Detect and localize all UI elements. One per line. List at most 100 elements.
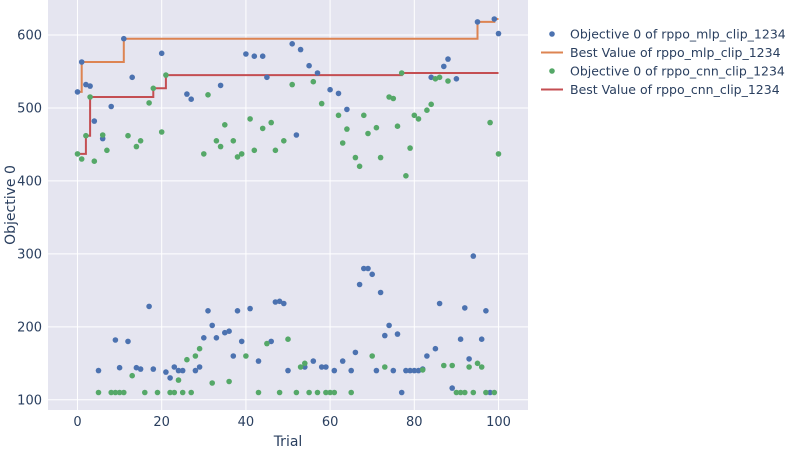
data-point <box>424 107 430 113</box>
data-point <box>394 331 401 337</box>
data-point <box>415 367 422 374</box>
data-point <box>327 389 333 396</box>
y-tick-label: 600 <box>17 29 42 44</box>
data-point <box>95 389 102 396</box>
data-point <box>323 389 329 396</box>
data-point <box>424 353 430 359</box>
data-point <box>251 147 258 154</box>
data-point <box>158 50 165 57</box>
x-tick-label: 20 <box>153 415 170 430</box>
data-point <box>415 116 422 122</box>
x-tick-label: 80 <box>406 415 423 430</box>
data-point <box>171 389 178 396</box>
data-point <box>403 367 409 374</box>
data-point <box>289 41 296 47</box>
data-point <box>491 16 498 22</box>
data-point <box>314 389 321 396</box>
legend-item: Best Value of rppo_cnn_clip_1234 <box>541 82 780 97</box>
data-point <box>390 367 397 374</box>
data-point <box>314 70 321 76</box>
data-point <box>335 90 342 97</box>
data-point <box>146 100 152 106</box>
data-point <box>285 336 291 343</box>
data-point <box>142 389 148 396</box>
data-point <box>323 364 329 370</box>
data-point <box>264 340 270 347</box>
data-point <box>348 389 355 396</box>
data-point <box>487 389 493 396</box>
data-point <box>398 389 405 396</box>
data-point <box>247 116 253 122</box>
data-point <box>407 145 413 151</box>
data-point <box>495 151 502 157</box>
data-point <box>373 367 380 374</box>
data-point <box>310 78 317 85</box>
data-point <box>483 389 489 396</box>
data-point <box>398 70 405 76</box>
data-point <box>247 305 253 312</box>
data-point <box>188 96 194 102</box>
data-point <box>137 138 144 144</box>
y-tick-label: 300 <box>17 247 42 262</box>
legend-marker-swatch <box>549 68 555 74</box>
data-point <box>457 336 464 343</box>
data-point <box>377 154 384 161</box>
x-tick-label: 0 <box>73 415 81 430</box>
data-point <box>365 130 371 137</box>
data-point <box>222 122 228 128</box>
data-point <box>259 125 266 132</box>
data-point <box>116 389 123 396</box>
data-point <box>83 81 89 88</box>
data-point <box>445 56 451 62</box>
data-point <box>478 364 485 370</box>
y-tick-label: 200 <box>17 320 42 335</box>
y-tick-label: 400 <box>17 174 42 189</box>
data-point <box>318 364 325 370</box>
data-point <box>285 367 291 374</box>
data-point <box>386 322 392 329</box>
data-point <box>276 298 283 305</box>
data-point <box>209 380 215 386</box>
data-point <box>462 305 468 311</box>
data-point <box>276 389 283 396</box>
data-point <box>331 389 338 396</box>
y-axis: 100 200 300 400 500 600 <box>17 29 42 409</box>
data-point <box>74 151 81 157</box>
data-point <box>163 369 169 375</box>
data-point <box>112 389 119 396</box>
data-point <box>453 389 460 396</box>
data-point <box>129 74 135 81</box>
data-point <box>297 364 304 370</box>
data-point <box>289 81 296 88</box>
data-point <box>243 353 249 359</box>
data-point <box>356 163 363 170</box>
data-point <box>188 389 194 396</box>
data-point <box>436 74 443 81</box>
data-point <box>91 158 98 164</box>
legend-item: Objective 0 of rppo_mlp_clip_1234 <box>549 27 786 42</box>
grid <box>48 0 528 410</box>
data-point <box>163 72 169 78</box>
data-point <box>441 362 447 369</box>
data-point <box>121 389 127 396</box>
data-point <box>184 356 190 363</box>
legend-marker-swatch <box>549 31 555 37</box>
data-point <box>255 389 262 396</box>
data-point <box>209 322 215 329</box>
data-point <box>158 129 165 135</box>
data-point <box>348 367 355 374</box>
data-point <box>99 132 106 138</box>
x-axis-title: Trial <box>273 434 303 450</box>
data-point <box>146 303 152 310</box>
data-point <box>196 345 203 352</box>
data-point <box>121 35 127 42</box>
data-point <box>306 62 312 69</box>
y-axis-title: Objective 0 <box>3 165 19 245</box>
data-point <box>466 356 472 362</box>
data-point <box>369 353 376 359</box>
data-point <box>133 143 140 150</box>
data-point <box>196 364 203 370</box>
legend-label: Best Value of rppo_mlp_clip_1234 <box>570 45 781 60</box>
x-tick-label: 60 <box>322 415 339 430</box>
legend-item: Best Value of rppo_mlp_clip_1234 <box>541 45 781 60</box>
